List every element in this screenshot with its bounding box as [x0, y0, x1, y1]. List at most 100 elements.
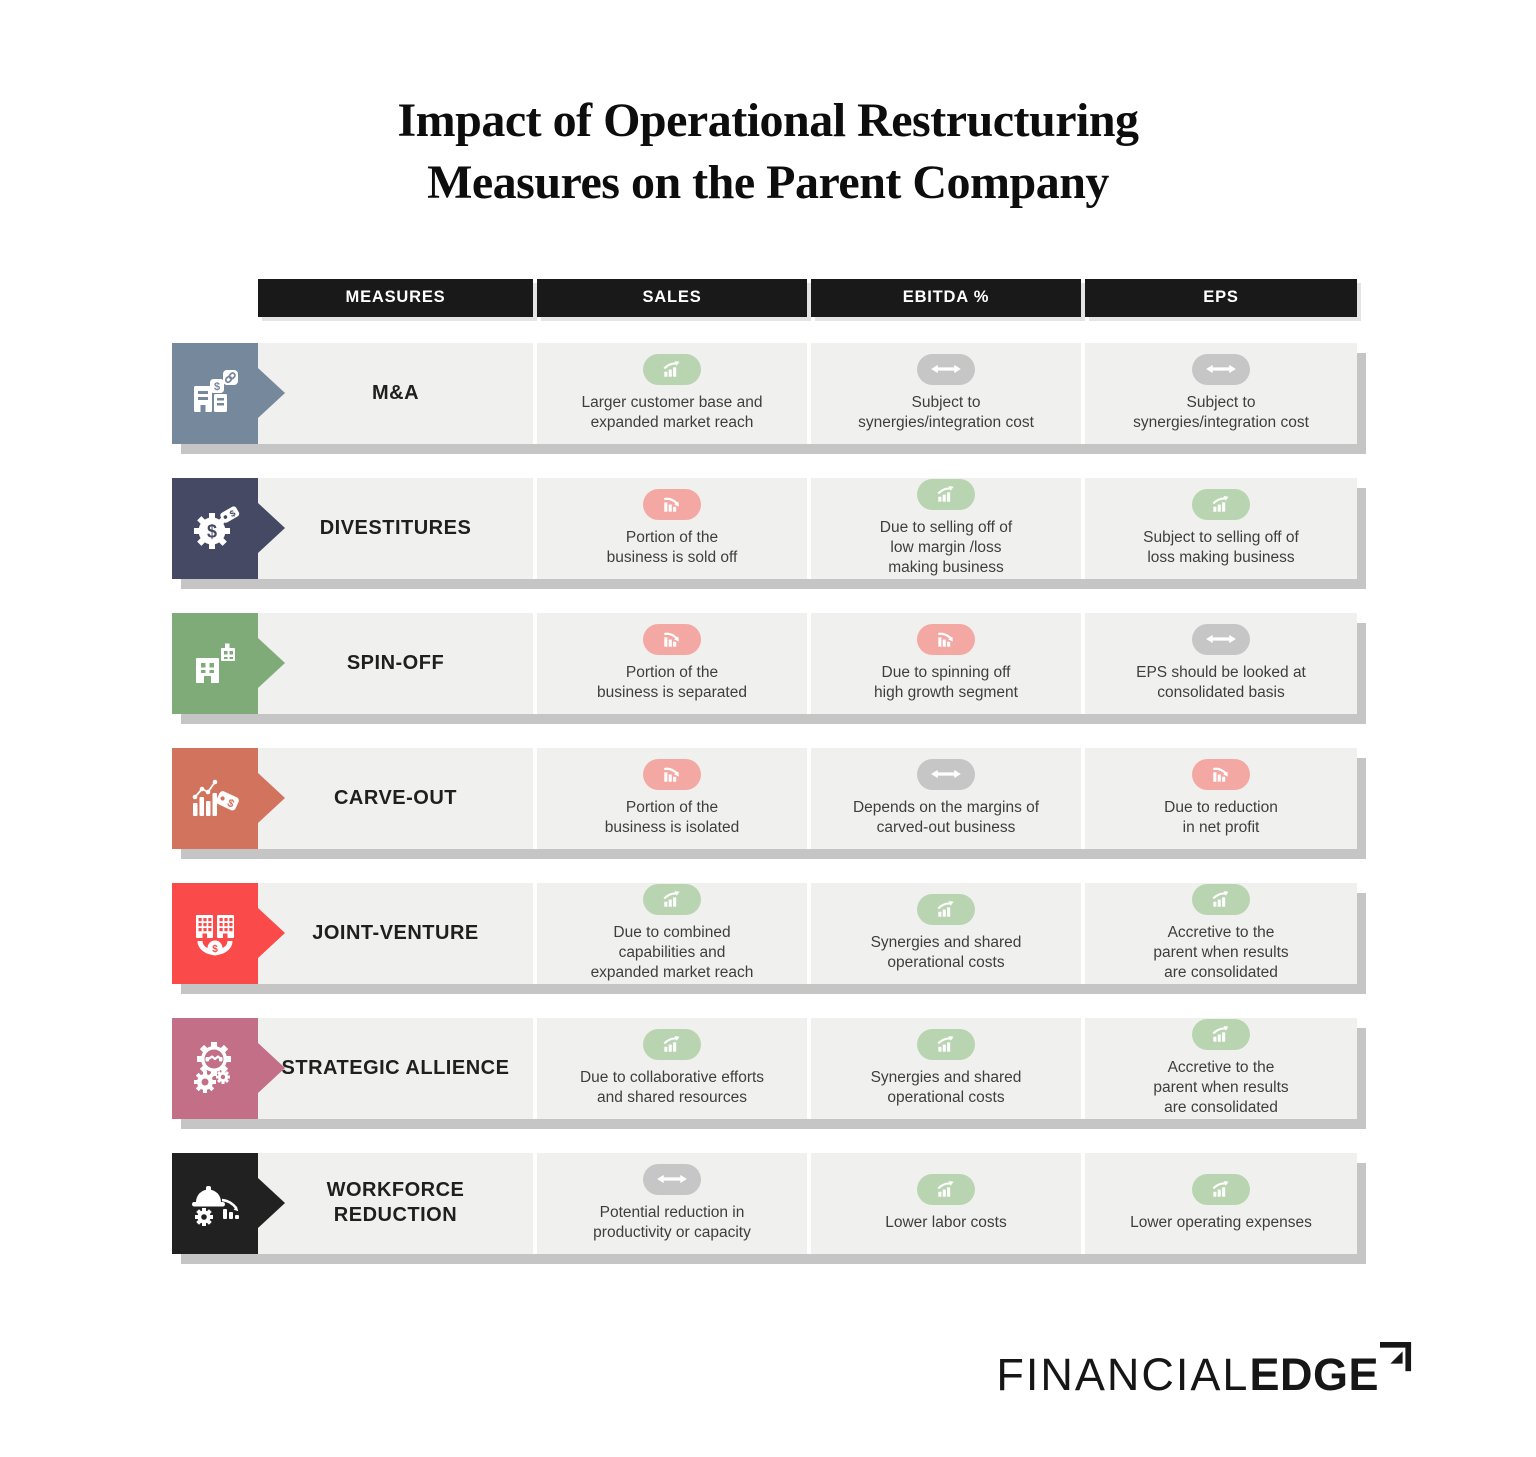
eps-cell-text: Due to reduction in net profit	[1164, 798, 1278, 836]
eps-cell: Due to reduction in net profit	[1085, 747, 1357, 849]
column-header-ebitda: EBITDA %	[811, 278, 1081, 317]
column-header-sales: SALES	[537, 278, 807, 317]
trend-down-icon	[643, 623, 701, 655]
trend-up-icon	[643, 883, 701, 915]
sales-cell: Portion of the business is separated	[537, 612, 807, 714]
eps-cell-text: Accretive to the parent when results are…	[1153, 1058, 1289, 1116]
eps-cell: EPS should be looked at consolidated bas…	[1085, 612, 1357, 714]
ebitda-cell-text: Synergies and shared operational costs	[870, 933, 1022, 971]
tile-pointer-arrow	[258, 638, 285, 689]
trend-up-icon	[917, 1028, 975, 1060]
measure-icon-tile: $	[172, 342, 285, 444]
logo-financial-text: FINANCIAL	[996, 1349, 1250, 1400]
eps-cell-text: Subject to selling off of loss making bu…	[1143, 528, 1299, 566]
tile-pointer-arrow	[258, 773, 285, 824]
tile-pointer-arrow	[258, 908, 285, 959]
trend-up-icon	[1192, 883, 1250, 915]
trend-up-icon	[1192, 1018, 1250, 1050]
measure-label: DIVESTITURES	[319, 516, 472, 539]
ebitda-cell-text: Depends on the margins of carved-out bus…	[852, 798, 1040, 836]
sales-cell: Portion of the business is sold off	[537, 477, 807, 579]
ebitda-cell: Synergies and shared operational costs	[811, 1017, 1081, 1119]
svg-text:$: $	[214, 381, 220, 393]
measure-icon-tile	[172, 1017, 285, 1119]
ebitda-cell: Subject to synergies/integration cost	[811, 342, 1081, 444]
measure-icon-tile: $	[172, 882, 285, 984]
trend-down-icon	[643, 758, 701, 790]
measure-label: STRATEGIC ALLIENCE	[281, 1056, 510, 1079]
eps-cell: Accretive to the parent when results are…	[1085, 882, 1357, 984]
trend-up-icon	[643, 1028, 701, 1060]
eps-cell-text: Accretive to the parent when results are…	[1153, 923, 1289, 981]
column-header-eps: EPS	[1085, 278, 1357, 317]
gear-dollar-tag-icon: $ $	[172, 478, 258, 579]
tile-pointer-arrow	[258, 503, 285, 554]
ebitda-cell: Lower labor costs	[811, 1152, 1081, 1254]
column-header-measures: MEASURES	[258, 278, 533, 317]
measure-cell: M&A	[258, 342, 533, 444]
sales-cell: Due to combined capabilities and expande…	[537, 882, 807, 984]
sales-cell: Larger customer base and expanded market…	[537, 342, 807, 444]
sales-cell: Due to collaborative efforts and shared …	[537, 1017, 807, 1119]
trend-neutral-icon	[917, 758, 975, 790]
table-row: $ JOINT-VENTURE Due to combined capabili…	[172, 882, 1357, 984]
table-body: $ M&A Larger customer base and expanded …	[172, 342, 1536, 1254]
page-title: Impact of Operational Restructuring Meas…	[397, 94, 1139, 210]
ebitda-cell-text: Due to spinning off high growth segment	[874, 663, 1018, 701]
ebitda-cell-text: Due to selling off of low margin /loss m…	[879, 518, 1013, 576]
sales-cell: Potential reduction in productivity or c…	[537, 1152, 807, 1254]
sales-cell-text: Due to collaborative efforts and shared …	[579, 1068, 765, 1106]
trend-neutral-icon	[643, 1163, 701, 1195]
sales-cell-text: Potential reduction in productivity or c…	[593, 1203, 751, 1241]
chart-price-tag-icon: $	[172, 748, 258, 849]
ebitda-cell-text: Subject to synergies/integration cost	[858, 393, 1034, 431]
tile-pointer-arrow	[258, 1043, 285, 1094]
sales-cell-text: Portion of the business is sold off	[606, 528, 738, 566]
gears-handshake-icon	[172, 1018, 258, 1119]
sales-cell-text: Portion of the business is isolated	[604, 798, 740, 836]
measure-cell: STRATEGIC ALLIENCE	[258, 1017, 533, 1119]
buildings-partnership-icon: $	[172, 883, 258, 984]
trend-neutral-icon	[1192, 623, 1250, 655]
split-buildings-icon	[172, 613, 258, 714]
eps-cell: Subject to synergies/integration cost	[1085, 342, 1357, 444]
measure-icon-tile	[172, 612, 285, 714]
table-row: WORKFORCE REDUCTION Potential reduction …	[172, 1152, 1357, 1254]
trend-up-icon	[917, 478, 975, 510]
table-row: SPIN-OFF Portion of the business is sepa…	[172, 612, 1357, 714]
svg-text:$: $	[207, 522, 217, 542]
sales-cell-text: Portion of the business is separated	[597, 663, 747, 701]
measure-icon-tile: $ $	[172, 477, 285, 579]
measure-label: WORKFORCE REDUCTION	[326, 1179, 465, 1227]
trend-down-icon	[643, 488, 701, 520]
measure-cell: SPIN-OFF	[258, 612, 533, 714]
tile-pointer-arrow	[258, 1178, 285, 1229]
ebitda-cell-text: Synergies and shared operational costs	[870, 1068, 1022, 1106]
eps-cell-text: EPS should be looked at consolidated bas…	[1136, 663, 1306, 701]
worker-helmet-decline-icon	[172, 1153, 258, 1254]
eps-cell: Subject to selling off of loss making bu…	[1085, 477, 1357, 579]
trend-down-icon	[1192, 758, 1250, 790]
measure-label: SPIN-OFF	[346, 651, 445, 674]
measure-icon-tile	[172, 1152, 285, 1254]
eps-cell: Lower operating expenses	[1085, 1152, 1357, 1254]
trend-neutral-icon	[917, 353, 975, 385]
measure-cell: WORKFORCE REDUCTION	[258, 1152, 533, 1254]
trend-up-icon	[643, 353, 701, 385]
svg-text:$: $	[225, 797, 236, 810]
table-row: $ CARVE-OUT Portion of the business is i…	[172, 747, 1357, 849]
ebitda-cell: Synergies and shared operational costs	[811, 882, 1081, 984]
measure-cell: CARVE-OUT	[258, 747, 533, 849]
table-row: STRATEGIC ALLIENCE Due to collaborative …	[172, 1017, 1357, 1119]
table-row: $ $ DIVESTITURES Portion of the business…	[172, 477, 1357, 579]
measure-label: CARVE-OUT	[333, 786, 458, 809]
sales-cell-text: Due to combined capabilities and expande…	[590, 923, 754, 981]
svg-text:$: $	[228, 508, 237, 519]
ebitda-cell-text: Lower labor costs	[885, 1213, 1007, 1231]
ebitda-cell: Depends on the margins of carved-out bus…	[811, 747, 1081, 849]
eps-cell-text: Lower operating expenses	[1130, 1213, 1312, 1231]
financialedge-logo: FINANCIAL EDGE	[996, 1342, 1412, 1397]
trend-up-icon	[1192, 488, 1250, 520]
sales-cell-text: Larger customer base and expanded market…	[581, 393, 763, 431]
trend-up-icon	[917, 893, 975, 925]
